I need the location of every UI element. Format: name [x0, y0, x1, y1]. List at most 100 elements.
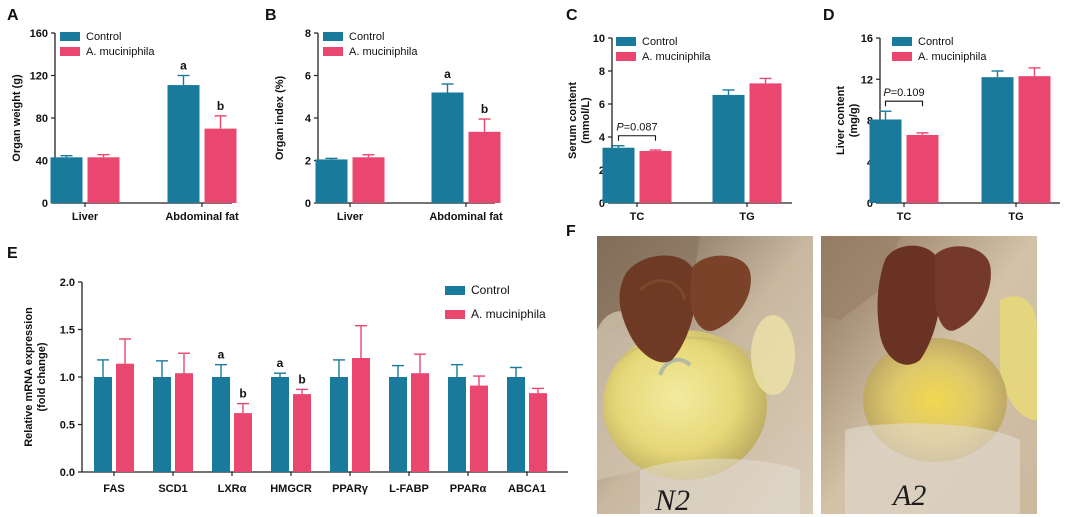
y-tick-label: 80	[36, 113, 48, 125]
y-tick-label: 12	[861, 74, 873, 86]
significance-letter: b	[298, 372, 305, 386]
x-tick-label: LXRα	[218, 483, 247, 495]
y-tick-label: 0	[599, 198, 605, 210]
bar-akkermansia	[234, 413, 252, 472]
y-tick-label: 0.0	[60, 467, 75, 479]
bar-akkermansia	[411, 373, 429, 472]
y-axis-label-line: Organ index (%)	[274, 75, 286, 160]
x-tick-label: SCD1	[158, 483, 187, 495]
bar-control	[448, 377, 466, 472]
bar-control	[431, 92, 464, 203]
x-tick-label: TC	[897, 211, 912, 223]
liver-lobe-right-n2	[690, 255, 751, 332]
p-value-number: =0.087	[624, 122, 658, 134]
panel-letter-d: D	[823, 7, 835, 24]
legend-swatch-akkermansia	[616, 52, 636, 61]
y-tick-label: 2	[599, 165, 605, 177]
bar-akkermansia	[529, 393, 547, 472]
p-value-bracket	[617, 135, 657, 141]
panel-letter-c: C	[566, 7, 578, 24]
y-tick-label: 0	[867, 198, 873, 210]
panel-e: E 0.0 0.5 1.0 1.5 2.0 Relative mRNA expression…	[7, 245, 568, 495]
y-axis-label: Organ weight (g)	[11, 74, 23, 162]
significance-letter: a	[277, 356, 284, 370]
photo-label-n2: N2	[654, 484, 690, 517]
legend-label: Control	[471, 283, 510, 297]
legend-swatch-control	[445, 286, 465, 295]
bar-control	[330, 377, 348, 472]
y-tick-label: 0	[305, 198, 311, 210]
x-tick-label: TC	[630, 211, 645, 223]
bar-control	[167, 85, 200, 203]
y-tick-label: 2.0	[60, 277, 75, 289]
panel-letter-e: E	[7, 245, 18, 262]
x-tick-label: Liver	[72, 211, 99, 223]
legend: Control A. muciniphila	[892, 36, 987, 63]
photo-a2: A2	[821, 236, 1037, 514]
legend-label: Control	[918, 36, 953, 48]
liver-lobe-left-a2	[877, 245, 942, 365]
legend: Control A. muciniphila	[60, 31, 155, 58]
p-value-symbol: P	[883, 87, 891, 99]
panel-d: D0481216Liver content(mg/g)TCTGP=0.109Co…	[823, 7, 1060, 223]
bar-akkermansia	[906, 134, 939, 203]
p-value-number: =0.109	[891, 87, 925, 99]
bar-akkermansia	[204, 128, 237, 203]
legend-label: Control	[86, 31, 121, 43]
bar-akkermansia	[749, 83, 782, 203]
legend-label: A. muciniphila	[471, 307, 546, 321]
p-value-symbol: P	[616, 122, 624, 134]
bar-akkermansia	[175, 373, 193, 472]
panel-letter-f: F	[566, 223, 576, 240]
y-tick-label: 4	[305, 113, 312, 125]
bar-akkermansia	[468, 131, 501, 203]
bar-control	[315, 159, 348, 203]
legend-label: A. muciniphila	[918, 51, 987, 63]
significance-letter: b	[217, 99, 224, 113]
legend-label: A. muciniphila	[642, 51, 711, 63]
y-axis-label: Liver content(mg/g)	[835, 86, 860, 155]
bar-control	[212, 377, 230, 472]
bar-akkermansia	[1018, 76, 1051, 203]
y-axis-label: Organ index (%)	[274, 75, 286, 160]
legend-label: Control	[349, 31, 384, 43]
x-tick-label: ABCA1	[508, 483, 546, 495]
liver-lobe-left-n2	[619, 255, 697, 363]
y-tick-label: 8	[305, 28, 311, 40]
y-tick-label: 120	[30, 71, 48, 83]
legend: Control A. muciniphila	[616, 36, 711, 63]
panel-a: A 0 40 80 120 160 Organ weight (g) Liver Abdomin…	[7, 7, 239, 223]
x-tick-label: Liver	[337, 211, 364, 223]
bar-akkermansia	[352, 358, 370, 472]
panel-c: C 0 2 4 6 8 10 Serum content(mmol/L) TC TG P=0.087…	[566, 7, 792, 223]
bar-control	[94, 377, 112, 472]
bar-control	[869, 119, 902, 203]
legend-swatch-control	[60, 32, 80, 41]
significance-letter: a	[444, 67, 451, 81]
y-tick-label: 1.0	[60, 372, 75, 384]
x-tick-label: TG	[1008, 211, 1023, 223]
significance-letter: a	[180, 59, 187, 73]
legend-swatch-control	[616, 37, 636, 46]
y-tick-label: 6	[599, 99, 605, 111]
legend-swatch-akkermansia	[323, 47, 343, 56]
y-axis-label: Serum content(mmol/L)	[567, 82, 592, 159]
bar-akkermansia	[293, 394, 311, 472]
y-tick-label: 10	[593, 33, 605, 45]
legend-swatch-control	[892, 37, 912, 46]
legend-label: Control	[642, 36, 677, 48]
legend: Control A. muciniphila	[445, 283, 546, 321]
significance-letter: b	[239, 387, 246, 401]
y-tick-label: 0.5	[60, 420, 75, 432]
bar-control	[507, 377, 525, 472]
y-axis-label-line: Liver content	[835, 86, 847, 155]
panel-f: F N2 A2	[566, 223, 1037, 517]
y-axis-label-line: (fold change)	[36, 342, 48, 411]
y-axis-label: Relative mRNA expression(fold change)	[23, 307, 48, 447]
legend-swatch-akkermansia	[445, 310, 465, 319]
p-value-bracket	[884, 100, 924, 107]
p-value-label: P=0.087	[616, 122, 657, 134]
significance-letter: a	[218, 348, 225, 362]
x-tick-label: L-FABP	[389, 483, 429, 495]
